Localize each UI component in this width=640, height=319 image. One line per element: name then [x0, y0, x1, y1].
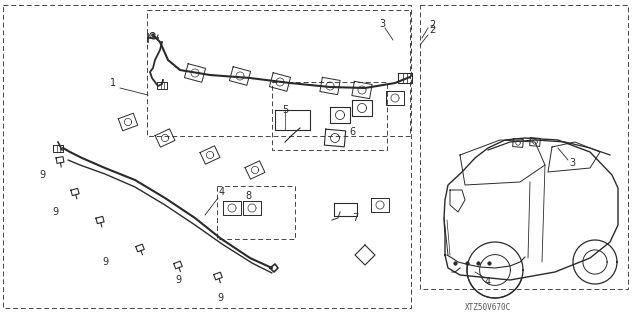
- Bar: [272, 82, 387, 150]
- Text: 2: 2: [429, 25, 435, 35]
- Bar: [147, 10, 410, 136]
- Text: 7: 7: [352, 213, 358, 223]
- Text: 8: 8: [245, 191, 251, 201]
- Text: 2: 2: [429, 20, 435, 30]
- Text: 9: 9: [217, 293, 223, 303]
- Text: XTZ50V670C: XTZ50V670C: [465, 303, 511, 313]
- Text: 9: 9: [39, 170, 45, 180]
- Text: 9: 9: [52, 207, 58, 217]
- Text: 1: 1: [110, 78, 116, 88]
- Text: 4: 4: [219, 187, 225, 197]
- Bar: [217, 186, 295, 239]
- Bar: [420, 5, 628, 289]
- Text: 3: 3: [379, 19, 385, 29]
- Text: 4: 4: [485, 277, 491, 287]
- Text: 9: 9: [175, 275, 181, 285]
- Bar: [3, 5, 411, 308]
- Text: 3: 3: [569, 158, 575, 168]
- Text: 9: 9: [102, 257, 108, 267]
- Text: 5: 5: [282, 105, 288, 115]
- Text: 6: 6: [349, 127, 355, 137]
